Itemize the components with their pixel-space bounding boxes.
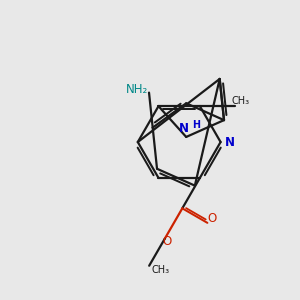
Text: CH₃: CH₃	[152, 265, 170, 275]
Text: N: N	[225, 136, 235, 148]
Text: H: H	[192, 120, 200, 130]
Text: CH₃: CH₃	[231, 96, 249, 106]
Text: O: O	[207, 212, 216, 225]
Text: O: O	[163, 235, 172, 248]
Text: NH₂: NH₂	[126, 83, 148, 97]
Text: N: N	[178, 122, 188, 136]
